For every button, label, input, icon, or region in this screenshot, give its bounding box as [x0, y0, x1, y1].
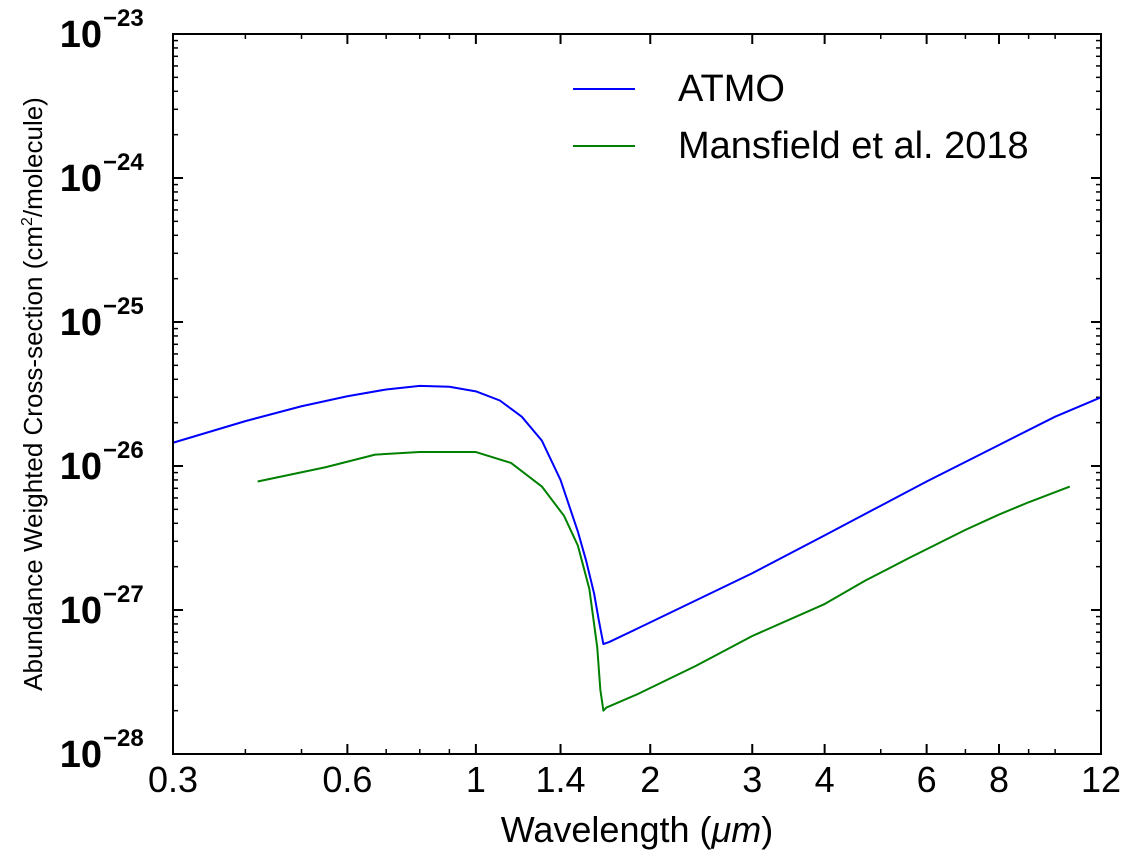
y-tick-label-2: 10 −26: [60, 437, 144, 488]
x-tick-label-7: 6: [917, 759, 937, 800]
y-tick-base: 10: [60, 446, 102, 488]
y-tick-label-3: 10 −25: [60, 293, 144, 344]
y-tick-exponent: −23: [103, 5, 144, 32]
y-tick-base: 10: [60, 158, 102, 200]
y-axis-label-sup: 2: [19, 217, 36, 226]
plot-frame: [172, 33, 1102, 755]
y-tick-base: 10: [60, 302, 102, 344]
y-tick-label-4: 10 −24: [60, 149, 145, 200]
x-tick-label-2: 1: [466, 759, 486, 800]
x-tick-label-5: 3: [742, 759, 762, 800]
x-tick-label-3: 1.4: [536, 759, 586, 800]
series-layer: [172, 384, 1102, 712]
y-tick-exponent: −27: [103, 581, 144, 608]
plot-area: [173, 34, 1101, 754]
legend-label-atmo: ATMO: [678, 68, 785, 110]
y-tick-label-0: 10 −28: [60, 725, 144, 776]
y-tick-label-5: 10 −23: [60, 5, 144, 56]
x-axis-label-unit: μm: [711, 809, 762, 850]
x-tick-label-4: 2: [640, 759, 660, 800]
y-tick-base: 10: [60, 590, 102, 632]
y-tick-exponent: −26: [103, 437, 144, 464]
x-tick-labels: 0.3 0.6 1 1.4 2 3 4 6 8 12: [148, 759, 1121, 800]
y-tick-exponent: −24: [103, 149, 144, 176]
series-line-0: [172, 384, 1102, 646]
x-tick-label-1: 0.6: [322, 759, 372, 800]
x-axis-label-main: Wavelength (: [501, 809, 712, 850]
legend-label-mansfield: Mansfield et al. 2018: [678, 125, 1029, 167]
y-tick-exponent: −25: [103, 293, 144, 320]
y-tick-exponent: −28: [103, 725, 144, 752]
y-tick-base: 10: [60, 14, 102, 56]
y-tick-label-1: 10 −27: [60, 581, 144, 632]
x-axis-label: Wavelength (μm): [501, 809, 773, 850]
y-tick-base: 10: [60, 734, 102, 776]
legend: ATMO Mansfield et al. 2018: [573, 68, 1029, 167]
y-axis-label: Abundance Weighted Cross-section (cm2/mo…: [18, 97, 48, 691]
x-tick-label-9: 12: [1081, 759, 1121, 800]
x-tick-label-6: 4: [815, 759, 835, 800]
x-tick-label-8: 8: [989, 759, 1009, 800]
series-line-1: [257, 451, 1071, 712]
x-tick-label-0: 0.3: [148, 759, 198, 800]
y-axis-label-main: Abundance Weighted Cross-section (cm: [18, 226, 48, 691]
y-axis-label-close: /molecule): [18, 97, 48, 217]
x-axis-label-close: ): [761, 809, 773, 850]
